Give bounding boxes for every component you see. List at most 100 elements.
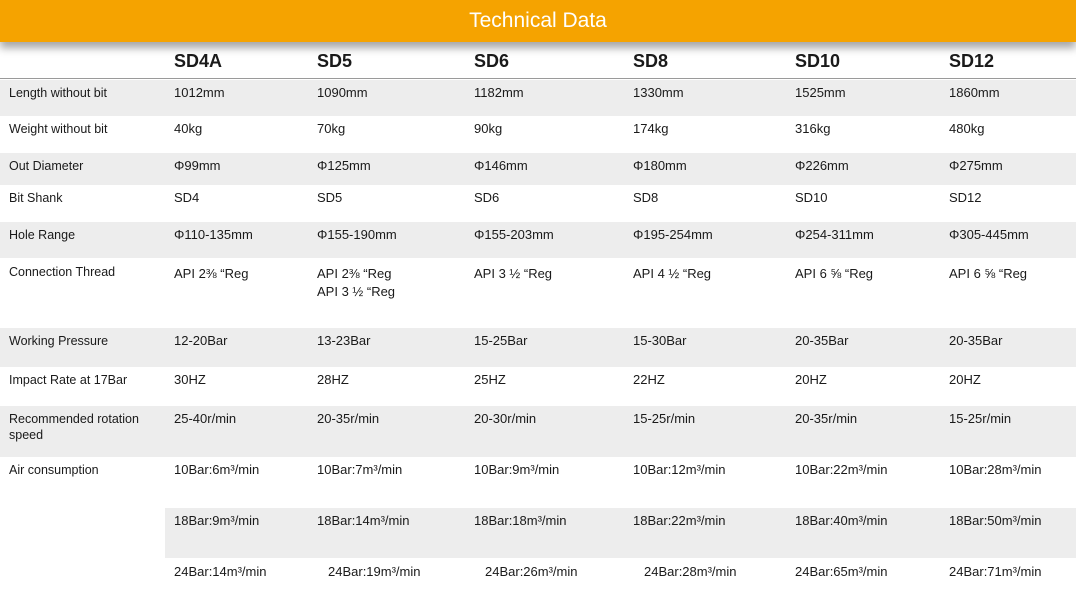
column-header-sd6: SD6: [474, 51, 510, 71]
cell-value: 1182mm: [474, 85, 524, 100]
table-cell: 28HZ: [317, 372, 349, 388]
table-cell: 20-35r/min: [795, 411, 857, 427]
table-row: [0, 116, 1076, 153]
table-cell: 24Bar:28m³/min: [644, 564, 736, 580]
table-cell: 20-35Bar: [949, 333, 1002, 349]
table-cell: 24Bar:71m³/min: [949, 564, 1041, 580]
table-cell: 20-30r/min: [474, 411, 536, 427]
table-cell: SD8: [633, 190, 658, 206]
cell-value: 30HZ: [174, 372, 206, 387]
cell-value: 18Bar:14m³/min: [317, 513, 410, 528]
table-cell: 25-40r/min: [174, 411, 236, 427]
table-cell: API 6 ⅝ “Reg: [949, 266, 1027, 282]
cell-value: 20-35r/min: [317, 411, 380, 426]
table-cell: 1330mm: [633, 85, 684, 101]
header-divider: [0, 78, 1076, 79]
table-row: [0, 80, 1076, 116]
table-cell: 1090mm: [317, 85, 368, 101]
row-label: Working Pressure: [9, 334, 109, 348]
table-cell: 25HZ: [474, 372, 506, 388]
cell-value: 10Bar:9m³/min: [474, 462, 560, 477]
table-row: [0, 222, 1076, 258]
cell-value: 20-35Bar: [795, 333, 849, 348]
cell-value: SD5: [317, 190, 343, 205]
table-cell: SD5: [317, 190, 342, 206]
cell-value: 24Bar:28m³/min: [644, 564, 737, 579]
table-cell: API 3 ½ “Reg: [474, 266, 552, 282]
row-label: Out Diameter: [9, 159, 84, 173]
row-label: Hole Range: [9, 228, 76, 242]
cell-value: 20HZ: [795, 372, 827, 387]
table-row: [165, 508, 1076, 558]
table-cell: Φ99mm: [174, 158, 221, 174]
table-cell: Φ195-254mm: [633, 227, 713, 243]
cell-value: 20HZ: [949, 372, 981, 387]
table-cell: Φ275mm: [949, 158, 1003, 174]
cell-value: 1860mm: [949, 85, 1000, 100]
table-cell: SD10: [795, 190, 828, 206]
cell-value: API 6 ⅝ “Reg: [949, 266, 1028, 281]
cell-value: API 2⅜ “Reg: [174, 266, 249, 281]
table-cell: 15-25Bar: [474, 333, 527, 349]
cell-value: Φ99mm: [174, 158, 221, 173]
table-cell: 174kg: [633, 121, 668, 137]
cell-value: API 2⅜ “Reg: [317, 266, 392, 281]
row-label: Bit Shank: [9, 191, 63, 205]
table-cell: 24Bar:14m³/min: [174, 564, 266, 580]
cell-value: Φ275mm: [949, 158, 1003, 173]
cell-value: API 6 ⅝ “Reg: [795, 266, 874, 281]
cell-value: 24Bar:26m³/min: [485, 564, 578, 579]
table-cell: SD6: [474, 190, 499, 206]
cell-value: 15-25r/min: [949, 411, 1012, 426]
table-cell: 13-23Bar: [317, 333, 370, 349]
cell-value: 10Bar:12m³/min: [633, 462, 726, 477]
table-cell: 20-35Bar: [795, 333, 848, 349]
table-cell: 10Bar:9m³/min: [474, 462, 559, 478]
cell-value: 13-23Bar: [317, 333, 371, 348]
table-cell: 20HZ: [949, 372, 981, 388]
cell-value: 1525mm: [795, 85, 846, 100]
table-cell: 24Bar:19m³/min: [328, 564, 420, 580]
column-header-sd4a: SD4A: [174, 51, 223, 71]
cell-value: Φ146mm: [474, 158, 528, 173]
cell-value: Φ110-135mm: [174, 227, 253, 242]
table-cell: Φ155-203mm: [474, 227, 554, 243]
cell-value: SD6: [474, 190, 500, 205]
table-cell: API 6 ⅝ “Reg: [795, 266, 873, 282]
table-row: [0, 406, 1076, 457]
column-header-sd5: SD5: [317, 51, 353, 71]
cell-value: 20-35r/min: [795, 411, 858, 426]
cell-value: 28HZ: [317, 372, 349, 387]
cell-value: 24Bar:65m³/min: [795, 564, 888, 579]
table-cell: 18Bar:9m³/min: [174, 513, 259, 529]
cell-value: 10Bar:22m³/min: [795, 462, 888, 477]
table-cell: 30HZ: [174, 372, 206, 388]
cell-value: Φ155-190mm: [317, 227, 397, 242]
cell-value: 18Bar:18m³/min: [474, 513, 567, 528]
table-row: [165, 558, 1076, 601]
cell-value: 18Bar:50m³/min: [949, 513, 1042, 528]
table-cell: 10Bar:6m³/min: [174, 462, 259, 478]
cell-value: 10Bar:6m³/min: [174, 462, 260, 477]
table-row: [0, 328, 1076, 367]
cell-value: 10Bar:7m³/min: [317, 462, 403, 477]
cell-value: SD12: [949, 190, 982, 205]
cell-value: 10Bar:28m³/min: [949, 462, 1042, 477]
table-row: [0, 153, 1076, 185]
table-cell: 10Bar:12m³/min: [633, 462, 725, 478]
cell-value: 24Bar:71m³/min: [949, 564, 1042, 579]
table-cell: Φ110-135mm: [174, 227, 253, 243]
cell-value: Φ305-445mm: [949, 227, 1029, 242]
cell-value: 90kg: [474, 121, 503, 136]
table-cell: 18Bar:18m³/min: [474, 513, 566, 529]
cell-value: Φ254-311mm: [795, 227, 874, 242]
cell-value: 70kg: [317, 121, 346, 136]
table-cell: 18Bar:50m³/min: [949, 513, 1041, 529]
table-row: [0, 185, 1076, 222]
column-header-sd10: SD10: [795, 51, 841, 71]
cell-value: Φ226mm: [795, 158, 849, 173]
cell-value: 20-35Bar: [949, 333, 1003, 348]
table-cell: 12-20Bar: [174, 333, 227, 349]
cell-value: 15-30Bar: [633, 333, 687, 348]
cell-value: 40kg: [174, 121, 203, 136]
